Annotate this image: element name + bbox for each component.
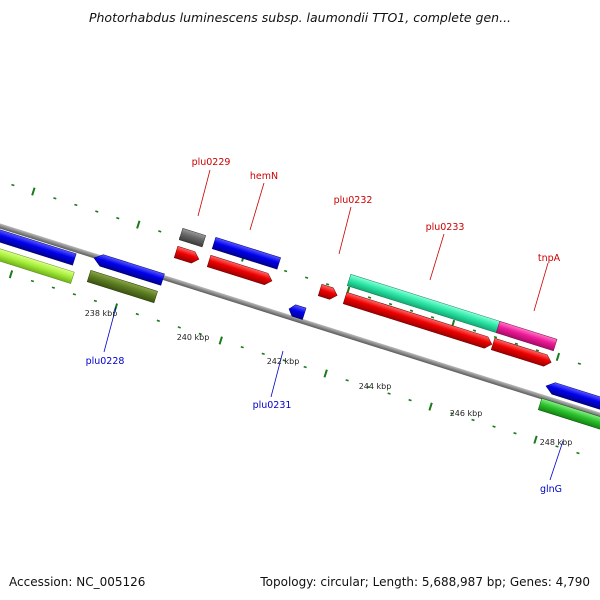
genome-backbone: [0, 217, 600, 427]
gene-arrow-red-small[interactable]: [317, 283, 339, 301]
tick-mark: [323, 369, 328, 378]
kbp-scale-labels: 238 kbp 240 kbp 242 kbp 244 kbp 246 kbp …: [85, 309, 573, 447]
gene-labels: plu0229 hemN plu0232 plu0233 tnpA plu022…: [86, 157, 562, 495]
tick-mark: [261, 352, 265, 356]
tick-mark: [325, 283, 330, 286]
gene-label-tnpA[interactable]: tnpA: [538, 253, 561, 264]
tick-mark: [283, 269, 288, 273]
tick-mark: [430, 316, 435, 319]
leader-line: [197, 169, 211, 217]
gene-label-glnG[interactable]: glnG: [540, 484, 562, 495]
tick-mark: [51, 286, 56, 289]
leader-line: [338, 206, 352, 255]
tick-mark: [493, 336, 498, 339]
tick-mark: [472, 329, 477, 332]
tick-mark: [198, 332, 202, 336]
tick-mark: [387, 392, 391, 395]
tick-mark: [116, 216, 120, 220]
gene-label-plu0229[interactable]: plu0229: [192, 157, 231, 168]
tick-mark: [576, 451, 580, 455]
leader-line: [103, 306, 117, 353]
accession-text: Accession: NC_005126: [9, 575, 145, 589]
tick-mark: [135, 312, 139, 316]
tick-mark: [492, 425, 496, 428]
gene-features: [0, 226, 600, 435]
tick-mark: [450, 412, 454, 415]
tick-mark: [366, 385, 370, 389]
tick-mark: [514, 342, 519, 346]
tick-mark: [303, 365, 307, 369]
inner-tick-row: [8, 270, 580, 455]
tick-mark: [428, 402, 433, 411]
tick-mark: [136, 220, 141, 229]
gene-arrow-gray[interactable]: [178, 227, 207, 248]
gene-label-plu0231[interactable]: plu0231: [253, 400, 292, 411]
tick-mark: [177, 326, 181, 329]
gene-arrow-red[interactable]: [490, 337, 553, 368]
gene-label-leaders: [103, 169, 564, 481]
gene-arrow-blue[interactable]: [0, 226, 77, 266]
gene-label-hemN[interactable]: hemN: [250, 171, 278, 182]
gene-arrow-blue[interactable]: [211, 236, 281, 270]
tick-mark: [282, 359, 286, 362]
leader-line: [429, 233, 445, 281]
gene-arrow-red[interactable]: [342, 291, 493, 350]
kbp-label: 244 kbp: [359, 382, 392, 391]
tick-mark: [93, 299, 98, 303]
leader-line: [249, 182, 265, 231]
tick-mark: [218, 336, 223, 345]
map-title: Photorhabdus luminescens subsp. laumondi…: [89, 10, 511, 25]
leader-line: [270, 350, 284, 398]
kbp-label: 246 kbp: [450, 409, 483, 418]
tick-mark: [30, 279, 35, 283]
tick-mark: [53, 197, 57, 200]
tick-mark: [95, 210, 99, 213]
gene-arrow-blue[interactable]: [92, 252, 165, 286]
gene-arrow-lime[interactable]: [0, 245, 75, 284]
tick-mark: [555, 445, 559, 448]
gene-arrow-red[interactable]: [206, 254, 274, 286]
gene-label-plu0228[interactable]: plu0228: [86, 356, 125, 367]
tick-mark: [8, 270, 14, 279]
tick-mark: [345, 379, 349, 382]
tick-mark: [409, 309, 414, 312]
tick-mark: [471, 418, 475, 422]
leader-line: [533, 262, 549, 312]
tick-mark: [72, 293, 77, 296]
gene-arrow-green[interactable]: [537, 397, 600, 435]
tick-mark: [555, 352, 561, 362]
gene-arrow-pink[interactable]: [495, 320, 558, 352]
tick-mark: [304, 276, 309, 279]
gene-arrow-red-small[interactable]: [173, 245, 200, 265]
tick-mark: [156, 319, 160, 322]
gene-label-plu0233[interactable]: plu0233: [426, 222, 465, 233]
gene-arrow-blue[interactable]: [544, 380, 600, 417]
kbp-label: 242 kbp: [267, 357, 300, 366]
tick-mark: [11, 183, 15, 187]
tick-mark: [31, 187, 36, 196]
kbp-label: 240 kbp: [177, 333, 210, 342]
tick-mark: [240, 346, 244, 349]
kbp-label: 238 kbp: [85, 309, 118, 318]
tick-mark: [408, 398, 412, 402]
gene-label-plu0232[interactable]: plu0232: [334, 195, 373, 206]
kbp-label: 248 kbp: [540, 438, 573, 447]
gene-arrow-blue-small[interactable]: [287, 303, 307, 320]
genome-info-text: Topology: circular; Length: 5,688,987 bp…: [259, 575, 590, 589]
tick-mark: [577, 362, 582, 365]
tick-mark: [158, 230, 162, 233]
tick-mark: [533, 435, 538, 444]
tick-mark: [535, 349, 540, 352]
tick-mark: [74, 203, 78, 207]
gene-arrow-olive[interactable]: [86, 269, 158, 304]
tick-mark: [388, 302, 393, 306]
leader-line: [549, 440, 564, 481]
tick-mark: [513, 432, 517, 435]
tick-mark: [367, 296, 372, 299]
